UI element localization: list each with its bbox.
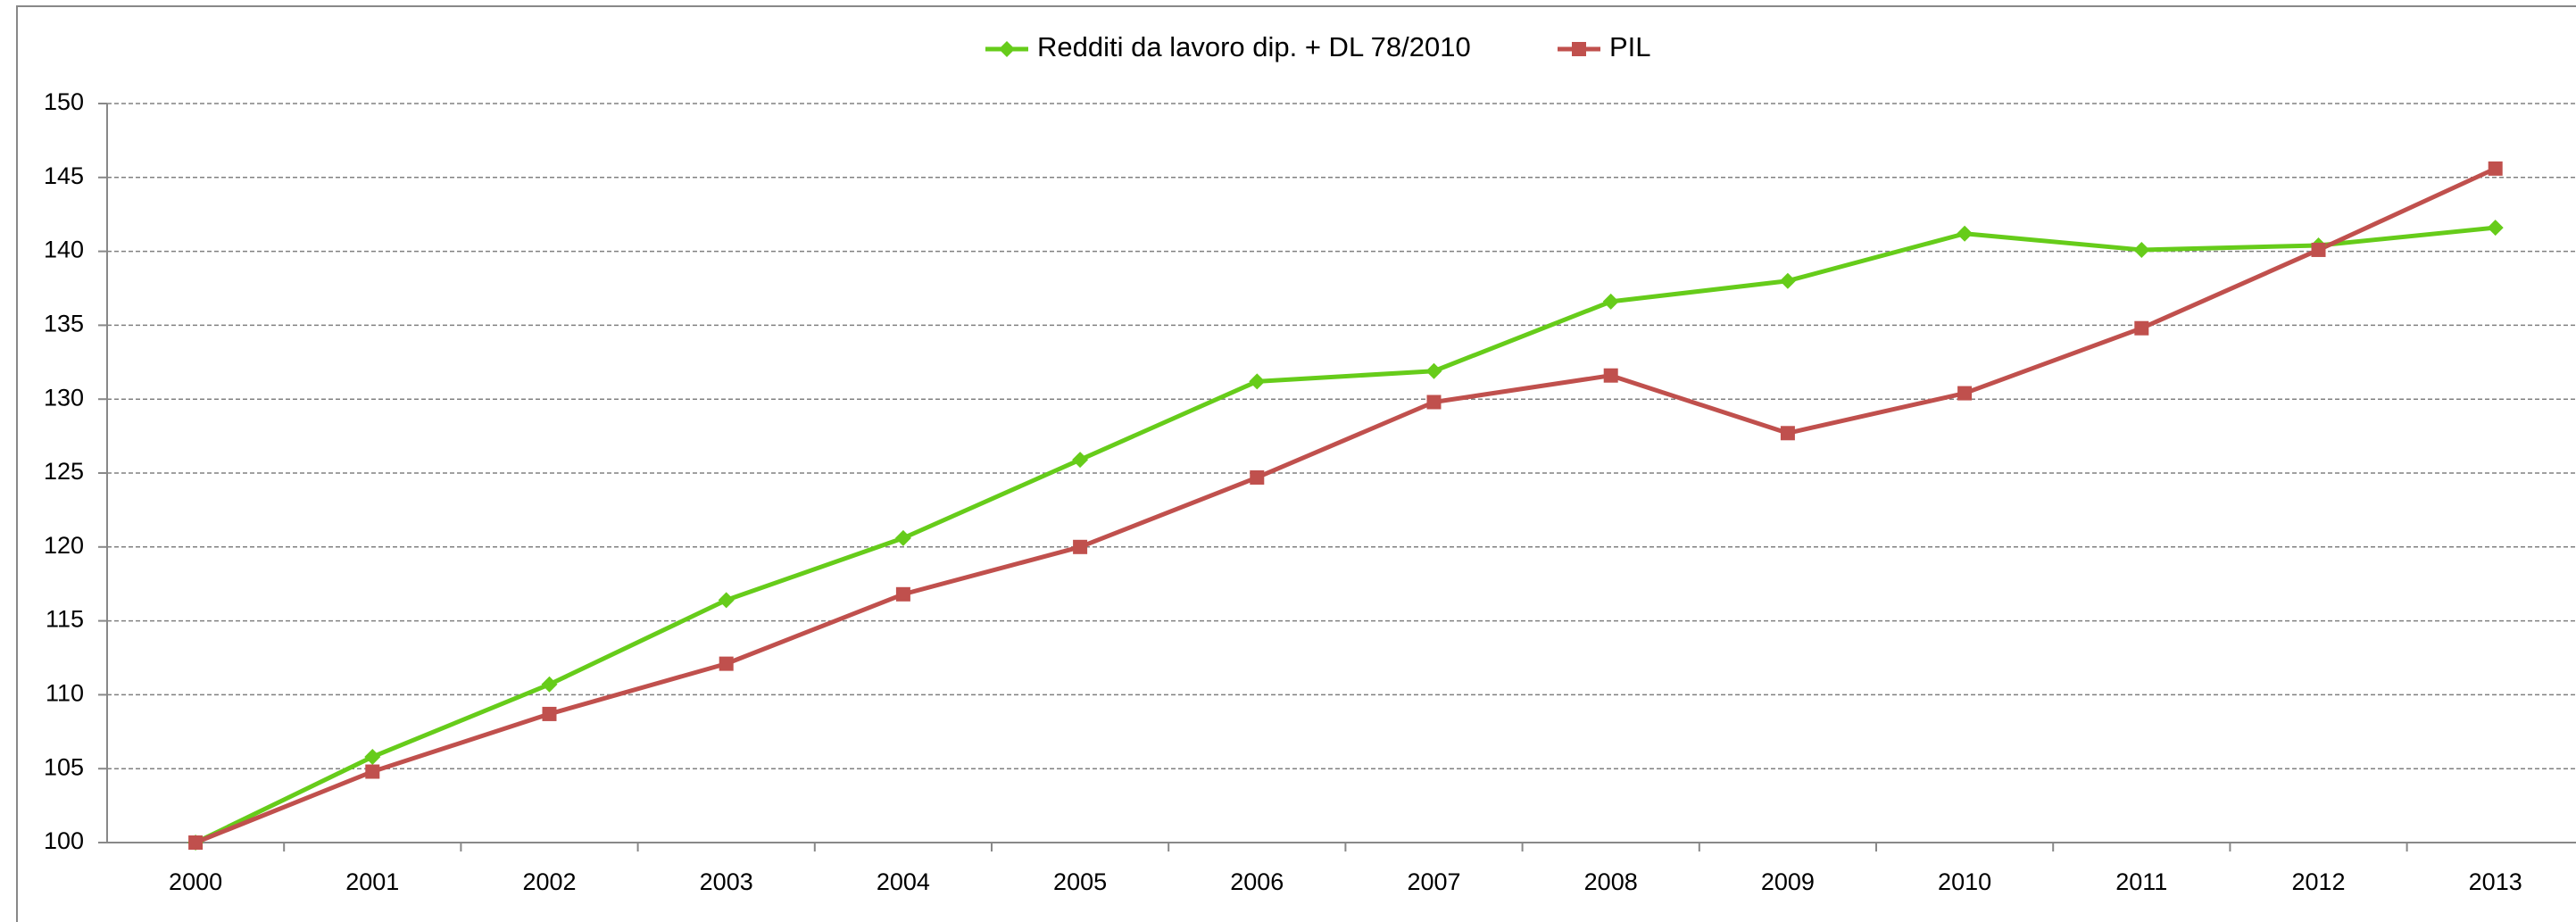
x-tick-label: 2009 [1761,868,1815,895]
series-line [195,225,2496,845]
x-tick-label: 2005 [1053,868,1107,895]
data-point [1073,539,1088,554]
data-point [1779,272,1796,289]
data-point [188,835,204,850]
y-tick-label: 145 [44,162,84,189]
data-point [1780,426,1795,441]
data-point [1603,368,1618,383]
legend-label: PIL [1609,31,1651,62]
y-tick-label: 110 [46,680,84,707]
data-point [1426,395,1442,410]
data-point [541,676,558,693]
y-tick-label: 135 [44,311,84,337]
x-tick-label: 2013 [2469,868,2522,895]
x-tick-label: 2004 [877,868,930,895]
data-point [1249,373,1266,390]
data-point [895,586,910,602]
data-point [2487,220,2504,237]
x-tick-label: 2003 [700,868,753,895]
data-point [364,748,381,765]
data-point [2133,241,2150,258]
data-point [1250,469,1265,485]
y-tick-label: 130 [44,384,84,411]
data-point [2311,242,2326,257]
data-point [1957,225,1974,242]
x-tick-label: 2012 [2291,868,2345,895]
y-tick-label: 125 [44,458,84,485]
data-point [1957,386,1973,401]
data-point [2134,320,2149,336]
y-tick-label: 100 [44,827,84,854]
data-point [365,764,380,779]
data-point [542,706,557,721]
x-tick-label: 2002 [522,868,576,895]
y-tick-label: 120 [44,532,84,559]
legend-marker [999,41,1015,57]
x-tick-label: 2006 [1230,868,1284,895]
y-tick-label: 150 [44,88,84,115]
x-tick-label: 2000 [169,868,222,895]
x-tick-label: 2008 [1584,868,1638,895]
data-point [718,592,735,609]
legend-label: Redditi da lavoro dip. + DL 78/2010 [1037,31,1471,62]
legend: Redditi da lavoro dip. + DL 78/2010 PIL [985,31,1651,62]
y-tick-label: 105 [44,753,84,780]
data-point [2488,161,2503,176]
x-tick-label: 2011 [2115,868,2167,895]
series-line [195,166,2497,845]
data-point [1602,293,1619,310]
x-tick-label: 2007 [1407,868,1460,895]
data-point [1425,362,1442,379]
legend-marker [1572,42,1586,56]
data-point [894,529,911,546]
y-tick-label: 115 [46,606,84,633]
x-tick-label: 2001 [345,868,399,895]
data-point [719,656,734,671]
data-point [1072,452,1089,469]
y-tick-label: 140 [44,237,84,263]
x-tick-label: 2010 [1938,868,1991,895]
chart-border [16,5,2576,922]
